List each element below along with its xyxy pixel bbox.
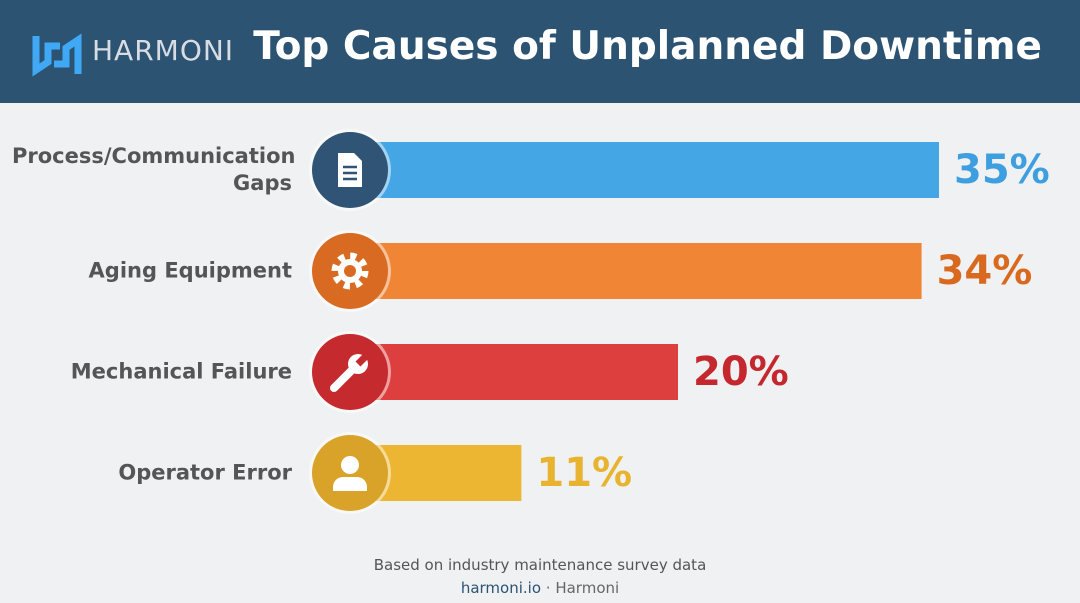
icon [355,351,371,367]
category-label: Mechanical Failure [70,359,292,384]
header [0,0,1080,103]
icon [344,265,356,277]
value-label: 35% [954,147,1050,193]
category-label: Process/Communication Gaps [12,144,296,195]
bar [330,243,922,299]
icon [331,252,369,290]
icon [331,252,369,290]
icon [333,477,367,491]
icon [341,456,359,474]
logo-icon [32,33,82,77]
footer-credit: harmoni.io · Harmoni [0,579,1080,597]
logo-text: HARMONI [92,34,235,67]
bar [330,142,939,198]
icon [330,351,371,392]
footer-source: Based on industry maintenance survey dat… [373,556,707,574]
value-label: 34% [936,248,1033,294]
category-label: Operator Error [118,460,292,485]
footer-brand: · Harmoni [545,579,620,597]
category-label: Aging Equipment [88,258,292,283]
icon [338,153,362,187]
footer-site: harmoni.io [460,579,542,597]
icon [333,456,367,491]
icon [330,364,358,392]
chart-title: Top Causes of Unplanned Downtime [253,24,1042,69]
value-label: 20% [693,349,789,395]
value-label: 11% [536,450,633,496]
icon [338,153,362,187]
